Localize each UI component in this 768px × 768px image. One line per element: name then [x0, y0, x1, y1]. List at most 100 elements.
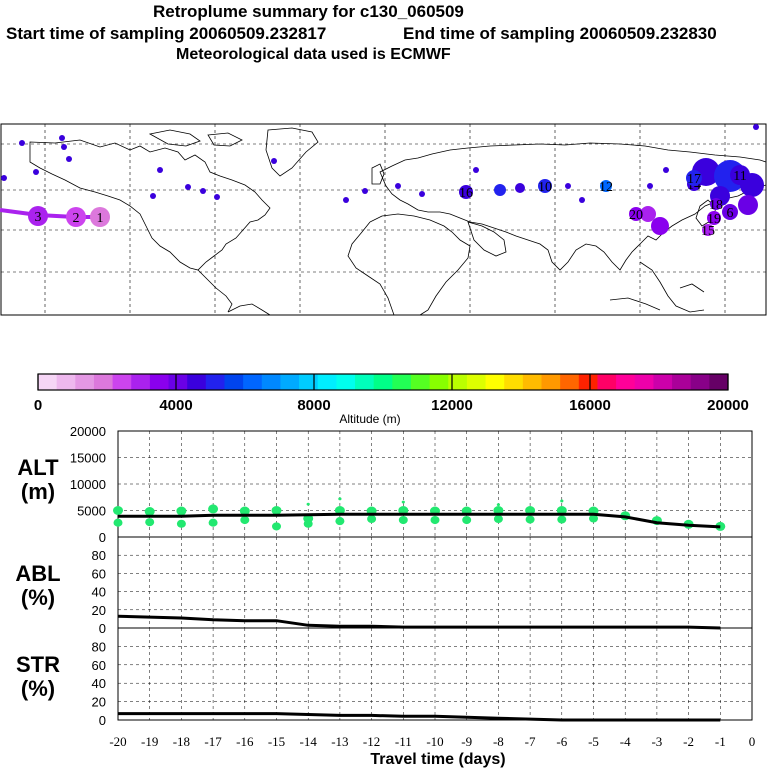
start-time-label: Start time of sampling 20060509.232817 — [6, 24, 327, 43]
colorbar-cells — [38, 374, 729, 390]
plume-point — [565, 183, 571, 189]
alt-marker-upper — [176, 506, 187, 516]
colorbar-cell — [616, 374, 636, 390]
x-tick-label: -20 — [109, 734, 126, 749]
plume-point — [19, 140, 25, 146]
alt-marker-lower — [208, 518, 218, 527]
plume-blob — [738, 195, 758, 215]
plume-marker — [707, 211, 721, 225]
colorbar-cell — [168, 374, 188, 390]
colorbar-cell — [709, 374, 729, 390]
coast-se-asia — [639, 261, 705, 313]
colorbar-tick-label: 20000 — [707, 397, 749, 414]
x-tick-label: -19 — [141, 734, 158, 749]
alt-marker-lower — [398, 515, 408, 525]
plume-marker — [600, 180, 612, 192]
plume-point — [33, 169, 39, 175]
plume-point — [753, 124, 759, 130]
plume-marker-label: 18 — [709, 198, 723, 213]
alt-marker-lower — [525, 515, 535, 524]
plume-point — [473, 167, 479, 173]
alt-marker-lower — [462, 515, 472, 525]
x-tick-label: -9 — [461, 734, 472, 749]
x-tick-label: -3 — [651, 734, 662, 749]
plume-point — [66, 156, 72, 162]
plume-marker-label: 12 — [599, 180, 613, 195]
panel-y-label-line2: (m) — [21, 479, 55, 504]
panel-2: 0 20 40 60 80 ABL(%) — [15, 536, 753, 636]
colorbar-tick-label: 4000 — [159, 397, 192, 414]
colorbar-cell — [597, 374, 617, 390]
plume-trail — [0, 208, 100, 219]
panel-1: 0 5000 10000 15000 20000 ALT(m) — [17, 424, 753, 545]
map-coastlines — [29, 127, 767, 316]
plume-marker-label: 2 — [73, 211, 80, 226]
x-tick-label: -14 — [300, 734, 318, 749]
x-tick-label: -12 — [363, 734, 380, 749]
alt-marker-upper — [144, 507, 155, 517]
colorbar-cell — [410, 374, 431, 390]
plume-blob — [640, 206, 656, 222]
colorbar-cell — [317, 374, 337, 390]
colorbar-cell — [261, 374, 281, 390]
panel-y-tick-label: 40 — [92, 676, 106, 691]
panel-y-tick-label: 0 — [99, 713, 106, 728]
panel-y-tick-label: 20 — [92, 695, 106, 710]
colorbar-cell — [93, 374, 114, 390]
alt-marker-upper — [208, 504, 219, 514]
panel-y-tick-label: 60 — [92, 658, 106, 673]
retroplume-map: 321161012201518141961711 — [0, 123, 767, 316]
plume-point — [150, 193, 156, 199]
coast-uk — [371, 163, 385, 185]
alt-mean-line — [118, 512, 721, 529]
plume-marker-label: 20 — [629, 208, 643, 223]
alt-marker-lower — [335, 517, 345, 526]
panel-3: 0 20 40 60 80 STR(%) — [16, 627, 753, 728]
plume-point — [647, 183, 653, 189]
coast-arabia — [467, 221, 507, 257]
panel-y-tick-label: 10000 — [70, 477, 106, 492]
x-tick-label: -10 — [426, 734, 443, 749]
alt-marker-lower — [145, 518, 155, 527]
coast-central-america — [197, 269, 233, 313]
colorbar-cell — [224, 374, 244, 390]
plume-marker — [66, 207, 86, 227]
panel-y-tick-label: 80 — [92, 548, 106, 563]
colorbar-cell — [299, 374, 319, 390]
plume-marker — [686, 170, 702, 186]
panel-y-label-line2: (%) — [21, 676, 55, 701]
colorbar-cell — [149, 374, 170, 390]
panel-y-tick-label: 40 — [92, 585, 106, 600]
x-tick-label: 0 — [749, 734, 756, 749]
panel-y-label-line1: STR — [16, 652, 60, 677]
coast-north-america — [29, 139, 271, 271]
alt-marker-lower — [367, 514, 377, 524]
time-series-panels: 05000100001500020000ALT(m)020406080ABL(%… — [15, 424, 755, 768]
alt-marker-lower — [303, 519, 313, 528]
colorbar-cell — [448, 374, 468, 390]
plume-marker-label: 10 — [538, 180, 552, 195]
colorbar-tick-label: 12000 — [431, 397, 473, 414]
x-tick-label: -5 — [588, 734, 599, 749]
colorbar-cell — [485, 374, 505, 390]
coast-greenland — [265, 127, 319, 177]
alt-marker-top — [560, 499, 564, 503]
plume-marker — [538, 179, 552, 193]
plume-blob — [651, 217, 669, 235]
plume-point — [395, 183, 401, 189]
coast-africa-west — [347, 221, 395, 316]
coast-arctic-islands — [148, 129, 243, 147]
panel-y-tick-label: 60 — [92, 566, 106, 581]
plume-marker-label: 17 — [687, 172, 701, 187]
plume-marker — [459, 185, 473, 199]
colorbar-tick-label: 8000 — [297, 397, 330, 414]
panel-y-label-line2: (%) — [21, 585, 55, 610]
panel-y-label-line1: ABL — [15, 561, 60, 586]
x-tick-label: -18 — [173, 734, 190, 749]
coast-africa — [369, 213, 471, 316]
colorbar-ticks — [37, 374, 729, 390]
panel-y-tick-label: 15000 — [70, 451, 106, 466]
alt-marker-lower — [557, 515, 567, 524]
colorbar-tick-label: 0 — [34, 397, 42, 414]
plume-marker — [702, 224, 714, 236]
